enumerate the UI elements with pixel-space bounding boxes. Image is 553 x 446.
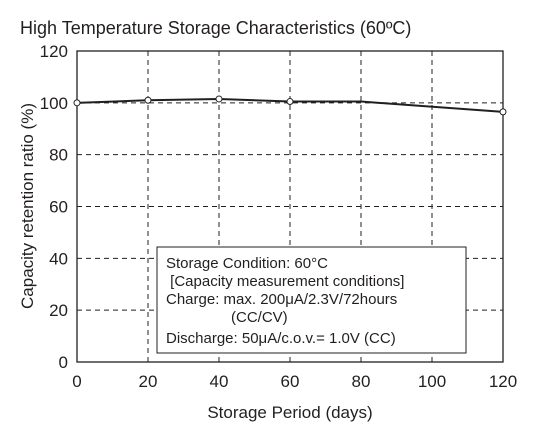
plot-frame — [76, 50, 504, 363]
data-point — [286, 98, 294, 106]
x-tick-label: 100 — [418, 372, 446, 391]
annotation-line: (CC/CV) — [231, 309, 288, 326]
x-tick-label: 20 — [139, 372, 158, 391]
annotation-line: Charge: max. 200μA/2.3V/72hours — [166, 291, 397, 308]
y-tick-label: 120 — [40, 42, 68, 61]
x-axis-label: Storage Period (days) — [207, 403, 372, 422]
x-tick-label: 120 — [489, 372, 517, 391]
y-tick-label: 40 — [49, 249, 68, 268]
chart-title: High Temperature Storage Characteristics… — [20, 18, 411, 38]
y-axis-label: Capacity retention ratio (%) — [18, 103, 37, 309]
annotation-line: [Capacity measurement conditions] — [166, 273, 404, 290]
x-tick-label: 40 — [210, 372, 229, 391]
y-tick-label: 80 — [49, 146, 68, 165]
y-tick-label: 20 — [49, 301, 68, 320]
data-point — [144, 96, 152, 104]
annotation-line: Storage Condition: 60°C — [166, 255, 328, 272]
x-tick-label: 80 — [352, 372, 371, 391]
y-tick-label: 0 — [59, 353, 68, 372]
y-tick-label: 100 — [40, 94, 68, 113]
data-point — [499, 108, 507, 116]
x-tick-label: 60 — [281, 372, 300, 391]
series-layer — [73, 95, 507, 116]
annotation-frame — [156, 246, 467, 354]
data-point — [73, 99, 81, 107]
data-point — [215, 95, 223, 103]
x-tick-label: 0 — [72, 372, 81, 391]
annotation-line: Discharge: 50μA/c.o.v.= 1.0V (CC) — [166, 330, 396, 347]
series-line — [76, 97, 504, 113]
annotation-box: Storage Condition: 60°C [Capacity measur… — [156, 246, 467, 354]
tick-labels: 0 20 40 60 80 100 120 0 20 40 60 80 100 120 — [40, 42, 518, 391]
y-tick-label: 60 — [49, 198, 68, 217]
